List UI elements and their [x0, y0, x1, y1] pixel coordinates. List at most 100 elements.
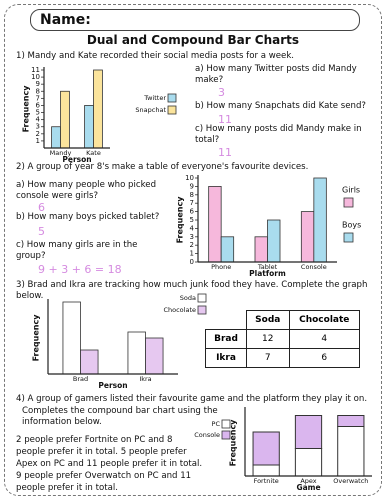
bar-segment: [252, 431, 280, 466]
x-tick-label: Mandy: [50, 149, 72, 157]
question: b) How many Snapchats did Kate send?: [195, 101, 366, 111]
legend-swatch: [197, 305, 207, 315]
y-tick-label: 3: [190, 233, 194, 241]
y-tick-label: 4: [36, 116, 41, 124]
legend-swatch: [343, 232, 354, 243]
y-tick-label: 0: [190, 258, 194, 266]
bar: [300, 211, 315, 263]
legend-swatch: [221, 419, 231, 429]
y-tick-label: 2: [190, 241, 194, 249]
legend-swatch: [167, 105, 177, 115]
x-tick-label: Ikra: [139, 375, 151, 383]
y-tick-label: 2: [36, 130, 40, 138]
table-cell: 4: [288, 329, 361, 349]
x-tick-label: Fortnite: [254, 477, 279, 485]
bar: [60, 90, 70, 149]
question: c) How many girls are in the group?: [16, 240, 138, 261]
legend-label: Console: [194, 431, 220, 439]
x-axis-label: Person: [62, 155, 91, 164]
y-tick-label: 10: [31, 73, 40, 81]
x-tick-label: Tablet: [257, 263, 278, 271]
answer: 11: [218, 113, 232, 126]
chart: Brad Ikra Person Frequency Soda Chocolate: [32, 293, 207, 390]
bar: [84, 105, 94, 149]
data-table: Soda Chocolate Brad 12 4 Ikra 7 6: [205, 310, 361, 368]
bar: [51, 126, 61, 149]
name-box: [30, 9, 360, 31]
legend-label: Girls: [342, 186, 360, 195]
bar: [80, 349, 99, 375]
bar-segment: [337, 415, 365, 427]
y-tick-label: 11: [31, 66, 40, 74]
chart: Fortnite Apex Overwatch Game Frequency PC Cons…: [194, 407, 372, 492]
table-cell: 12: [246, 329, 290, 349]
y-tick-label: 6: [190, 208, 195, 216]
table-cell: Chocolate: [288, 310, 361, 330]
x-tick-label: Apex: [300, 477, 316, 485]
prompt: 1) Mandy and Kate recorded their social …: [16, 51, 295, 61]
question: c) How many posts did Mandy make in tota…: [195, 124, 362, 145]
name-label: Name:: [40, 12, 91, 28]
bar: [62, 301, 81, 375]
y-tick-label: 9: [36, 80, 40, 88]
title: Dual and Compound Bar Charts: [86, 33, 300, 47]
legend-swatch: [221, 430, 231, 440]
y-tick-label: 10: [185, 174, 194, 182]
table-row: Ikra 7 6: [205, 348, 361, 368]
x-tick-label: Brad: [73, 375, 88, 383]
answer: 5: [38, 225, 45, 238]
y-axis-label: Frequency: [32, 314, 41, 362]
question: a) How many people who picked console we…: [16, 180, 157, 201]
table-cell: 7: [246, 348, 290, 368]
bar: [93, 69, 103, 149]
table-cell: [206, 311, 247, 330]
border: [4, 4, 382, 496]
table-cell: 6: [288, 348, 361, 368]
information: 2 people prefer Fortnite on PC and 8 peo…: [16, 435, 203, 493]
legend-label: PC: [212, 420, 221, 428]
y-tick-label: 1: [36, 137, 40, 145]
y-axis-label: Frequency: [229, 419, 238, 467]
prompt: 2) A group of year 8's make a table of e…: [16, 162, 309, 172]
table-cell: Brad: [205, 329, 247, 349]
legend-label: Boys: [342, 221, 361, 230]
bar: [127, 331, 146, 375]
y-tick-label: 4: [190, 224, 195, 232]
y-tick-label: 7: [36, 94, 40, 102]
instruction: Completes the compound bar chart using t…: [22, 406, 218, 427]
bar: [267, 219, 281, 263]
y-tick-label: 1: [190, 250, 194, 258]
answer: 11: [218, 146, 232, 159]
table-cell: Ikra: [205, 348, 247, 368]
table-row: Brad 12 4: [205, 329, 361, 349]
y-axis-label: Frequency: [22, 85, 31, 133]
y-tick-label: 9: [190, 182, 194, 190]
answer: 9 + 3 + 6 = 18: [38, 263, 122, 276]
question: b) How many boys picked tablet?: [16, 212, 160, 222]
bar-segment: [337, 426, 365, 477]
y-tick-label: 8: [36, 87, 40, 95]
x-tick-label: Overwatch: [333, 477, 368, 485]
legend-swatch: [197, 293, 207, 303]
y-tick-label: 5: [190, 216, 194, 224]
bar: [208, 185, 222, 263]
y-tick-label: 5: [36, 109, 40, 117]
bar-segment: [294, 448, 323, 477]
table-row: Soda Chocolate: [206, 310, 361, 330]
y-tick-label: 6: [36, 101, 41, 109]
prompt: 3) Brad and Ikra are tracking how much j…: [16, 280, 368, 301]
bar: [254, 236, 268, 263]
question: a) How many Twitter posts did Mandy make…: [195, 64, 357, 85]
y-tick-label: 8: [190, 191, 194, 199]
legend-swatch: [343, 197, 354, 208]
table-cell: Soda: [246, 310, 290, 330]
x-axis-label: Platform: [249, 269, 286, 278]
bar: [145, 337, 164, 375]
bar: [313, 177, 327, 263]
bar: [220, 236, 235, 263]
bar-segment: [252, 464, 280, 477]
prompt: 4) A group of gamers listed their favour…: [16, 394, 368, 404]
x-axis-label: Game: [296, 483, 320, 492]
x-tick-label: Kate: [86, 149, 101, 157]
